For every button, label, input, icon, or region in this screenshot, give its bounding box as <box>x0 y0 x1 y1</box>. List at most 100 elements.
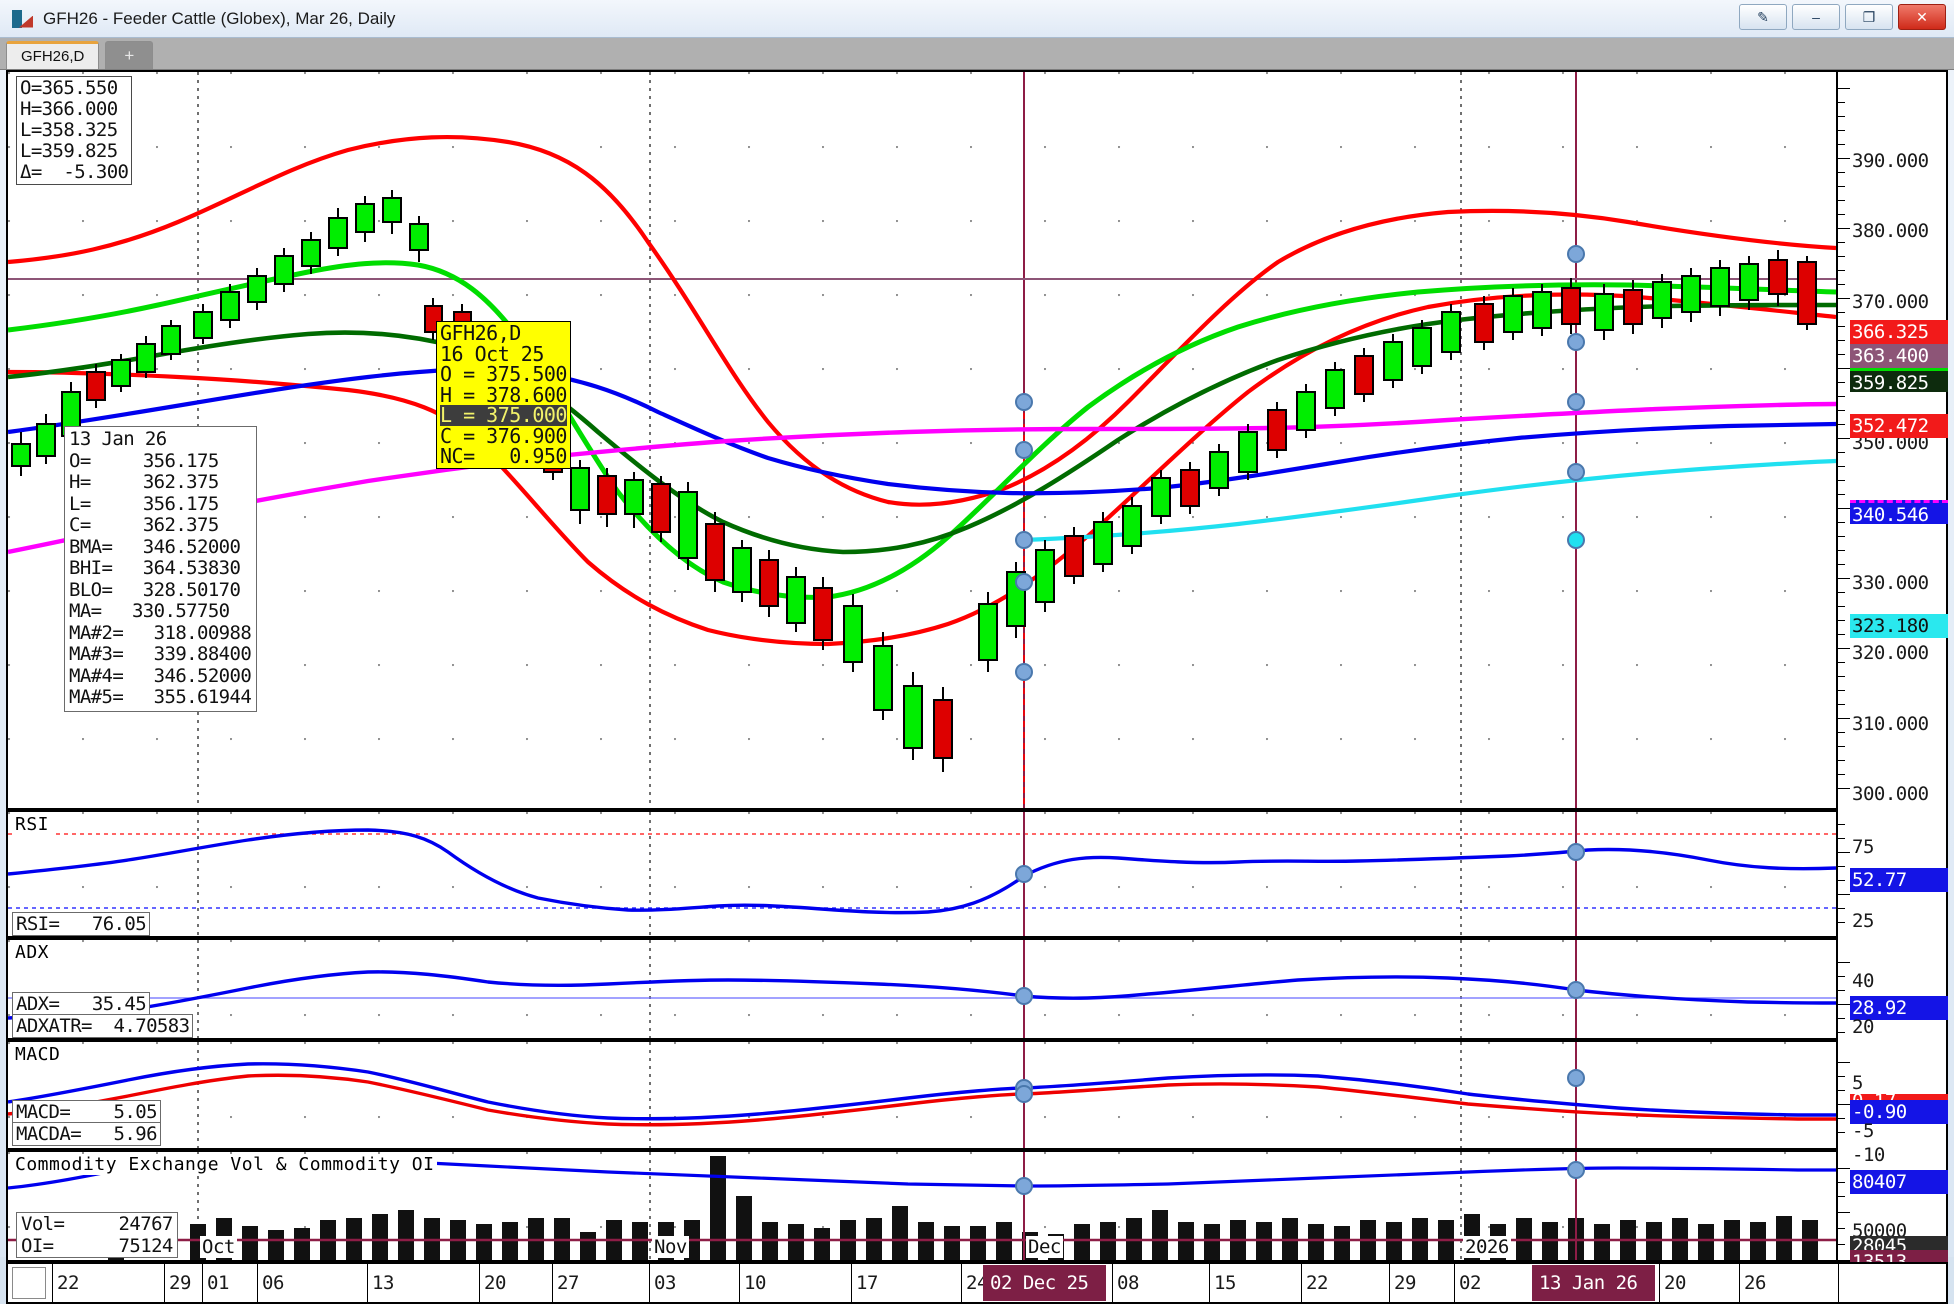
month-label-2026: 2026 <box>1463 1236 1511 1258</box>
info-value: 356.175 <box>142 492 219 515</box>
date-cell-10[interactable]: 10 <box>744 1272 766 1294</box>
date-cell-29b[interactable]: 29 <box>1394 1272 1416 1294</box>
vol-value: Vol= 24767 <box>21 1213 173 1235</box>
tab-bar: GFH26,D + <box>0 38 1954 70</box>
date-axis[interactable]: 22 29 01 06 13 20 27 03 10 17 24 02 Dec … <box>6 1262 1948 1304</box>
scale-ticks <box>1838 72 1850 1260</box>
price-highlight-bhi: 366.325 <box>1850 320 1948 344</box>
info-label: MA#5= <box>69 686 124 708</box>
price-plot[interactable] <box>8 72 1836 808</box>
date-cell-02[interactable]: 02 <box>1459 1272 1481 1294</box>
adx-current-value: 28.92 <box>1850 996 1948 1020</box>
macd-value-readout: MACD= 5.05 <box>12 1100 161 1124</box>
adx-pane[interactable]: ADX ADX= 35.45 ADXATR= 4.70583 <box>6 938 1838 1040</box>
info-label: MA#4= <box>69 664 124 687</box>
ohlc-high: H=366.000 <box>20 98 118 120</box>
info-row: L= 356.175 <box>69 492 251 516</box>
window-controls: ✎ – ❐ ✕ <box>1739 4 1946 30</box>
volume-oi-pane[interactable]: Commodity Exchange Vol & Commodity OI Vo… <box>6 1150 1838 1262</box>
info-value: 346.52000 <box>142 535 241 558</box>
date-cell-27[interactable]: 27 <box>557 1272 579 1294</box>
macd-current-value: -0.90 <box>1850 1100 1948 1124</box>
date-cell-03[interactable]: 03 <box>654 1272 676 1294</box>
info-value: 362.375 <box>142 471 219 493</box>
adx-pane-label: ADX <box>12 942 53 963</box>
price-pane[interactable]: O=365.550 H=366.000 L=358.325 L=359.825 … <box>6 70 1838 810</box>
info-label: C= <box>69 514 91 536</box>
date-highlight-dec[interactable]: 02 Dec 25 <box>983 1265 1106 1301</box>
info-row: MA#5= 355.61944 <box>69 686 252 709</box>
date-highlight-jan[interactable]: 13 Jan 26 <box>1532 1265 1655 1301</box>
info-row: C= 362.375 <box>69 514 251 537</box>
price-tick-380: 380.000 <box>1852 220 1929 242</box>
info-row: MA#2= 318.00988 <box>69 621 252 645</box>
tooltip-netchange: NC= 0.950 <box>440 444 567 468</box>
candle-tooltip: GFH26,D 16 Oct 25 O = 375.500 H = 378.60… <box>436 321 571 469</box>
macda-value-readout: MACDA= 5.96 <box>12 1122 161 1146</box>
date-cell-22b[interactable]: 22 <box>1306 1272 1328 1294</box>
axis-scroll-button[interactable] <box>12 1267 46 1299</box>
info-value: 318.00988 <box>153 621 252 644</box>
info-value: 356.175 <box>142 449 219 472</box>
date-cell-20[interactable]: 20 <box>484 1272 506 1294</box>
macd-pane[interactable]: MACD MACD= 5.05 MACDA= 5.96 <box>6 1040 1838 1150</box>
add-tab-button[interactable]: + <box>105 41 154 69</box>
pin-button[interactable]: ✎ <box>1739 4 1787 30</box>
chart-container[interactable]: O=365.550 H=366.000 L=358.325 L=359.825 … <box>6 70 1948 1304</box>
date-cell-17[interactable]: 17 <box>856 1272 878 1294</box>
ohlc-open: O=365.550 <box>20 77 118 99</box>
info-value: 362.375 <box>142 514 219 536</box>
date-cell-29[interactable]: 29 <box>169 1272 191 1294</box>
macd-svg <box>8 1042 1836 1148</box>
oi-current-value: 80407 <box>1850 1170 1948 1194</box>
info-label: BLO= <box>69 578 113 601</box>
rsi-pane-label: RSI <box>12 814 53 835</box>
price-highlight-last: 363.400 <box>1850 344 1948 368</box>
info-label: BMA= <box>69 535 113 558</box>
info-row: MA#3= 339.88400 <box>69 643 252 666</box>
adx-plot[interactable] <box>8 940 1836 1038</box>
oi-value: OI= 75124 <box>21 1235 173 1257</box>
rsi-tick-25: 25 <box>1852 910 1874 932</box>
info-label: H= <box>69 471 91 493</box>
rsi-tick-75: 75 <box>1852 836 1874 858</box>
adx-svg <box>8 940 1836 1038</box>
date-cell-15[interactable]: 15 <box>1214 1272 1236 1294</box>
info-row: MA#4= 346.52000 <box>69 664 252 688</box>
info-row: O= 356.175 <box>69 449 251 473</box>
price-tick-370: 370.000 <box>1852 291 1929 313</box>
maximize-button[interactable]: ❐ <box>1845 4 1893 30</box>
price-highlight-ma: 352.472 <box>1850 414 1948 438</box>
info-row: BMA= 346.52000 <box>69 535 251 559</box>
date-cell-22[interactable]: 22 <box>57 1272 79 1294</box>
tab-gfh26-daily[interactable]: GFH26,D <box>6 41 100 69</box>
adxatr-value-readout: ADXATR= 4.70583 <box>12 1014 194 1038</box>
tooltip-high: H = 378.600 <box>440 382 567 407</box>
adx-tick-40: 40 <box>1852 970 1874 992</box>
ohlc-last: L=359.825 <box>20 140 118 162</box>
price-highlight-ma5: 323.180 <box>1850 614 1948 638</box>
info-label: BHI= <box>69 557 113 579</box>
close-button[interactable]: ✕ <box>1898 4 1946 30</box>
date-cell-08[interactable]: 08 <box>1117 1272 1139 1294</box>
ohlc-readout: O=365.550 H=366.000 L=358.325 L=359.825 … <box>16 76 133 185</box>
adx-value-readout: ADX= 35.45 <box>12 992 151 1016</box>
date-cell-13[interactable]: 13 <box>372 1272 394 1294</box>
minimize-button[interactable]: – <box>1792 4 1840 30</box>
date-cell-06[interactable]: 06 <box>262 1272 284 1294</box>
macd-plot[interactable] <box>8 1042 1836 1148</box>
info-row: BHI= 364.53830 <box>69 557 251 580</box>
macd-tick-5: 5 <box>1852 1072 1863 1094</box>
price-scale[interactable]: 390.000 380.000 370.000 350.000 330.000 … <box>1838 70 1948 1274</box>
tooltip-symbol: GFH26,D <box>440 321 521 345</box>
date-cell-26[interactable]: 26 <box>1744 1272 1766 1294</box>
rsi-pane[interactable]: RSI RSI= 76.05 <box>6 810 1838 938</box>
date-cell-01[interactable]: 01 <box>207 1272 229 1294</box>
rsi-plot[interactable] <box>8 812 1836 936</box>
macd-tick-neg10: -10 <box>1852 1144 1885 1166</box>
info-value: 355.61944 <box>153 686 252 708</box>
indicator-info-panel: 13 Jan 26 O= 356.175 H= 362.375 L= 356.175 … <box>64 426 258 712</box>
chart-app-icon <box>12 8 34 30</box>
date-cell-20b[interactable]: 20 <box>1664 1272 1686 1294</box>
ohlc-low: L=358.325 <box>20 119 118 141</box>
